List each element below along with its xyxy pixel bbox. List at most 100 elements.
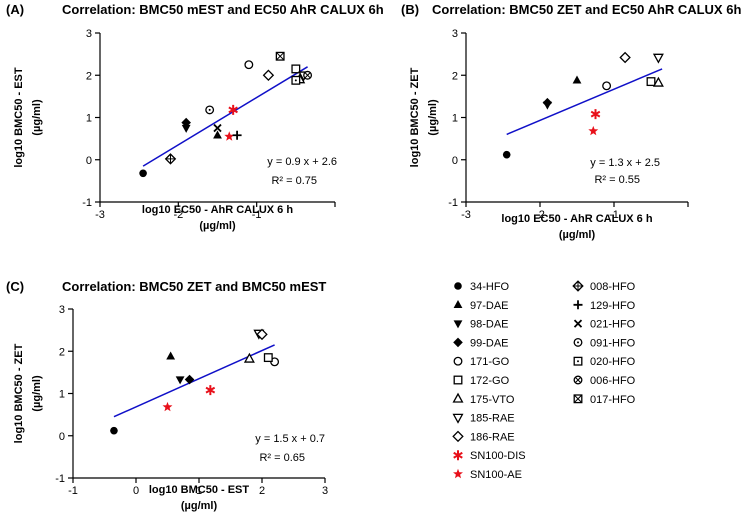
legend-label: 186-RAE [470,431,515,443]
legend-label: SN100-DIS [470,450,526,462]
legend-symbol [453,300,463,308]
y-axis-label: log10 BMC50 - EST [13,67,25,168]
regression-line [142,66,308,167]
data-point-091-hfo [205,105,215,115]
legend-label: 006-HFO [590,375,636,387]
y-axis-unit: (µg/ml) [31,375,43,412]
regression-equation: y = 0.9 x + 2.6 [267,156,337,168]
y-tick-label: 0 [452,155,458,167]
y-axis-label: log10 BMC50 - ZET [409,67,421,167]
legend-label: SN100-AE [470,469,522,481]
legend-symbol [453,375,463,385]
panel-label: (A) [6,2,24,17]
legend-label: 98-DAE [470,319,509,331]
chart-title: Correlation: BMC50 ZET and EC50 AhR CALU… [432,2,741,17]
data-point-186-rae [262,69,275,81]
y-tick-label: 1 [86,113,92,125]
legend-label: 34-HFO [470,281,510,293]
y-tick-label: 2 [59,346,65,358]
data-point-020-hfo [291,75,301,85]
legend-symbol [573,337,583,347]
legend-label: 171-GO [470,356,510,368]
legend-label: 185-RAE [470,413,515,425]
panel-b: (B) Correlation: BMC50 ZET and EC50 AhR C… [401,2,741,241]
data-point-sn100-dis [228,104,238,115]
data-point-008-hfo [164,153,177,165]
legend-symbol [572,280,584,292]
y-tick-label: 3 [86,28,92,40]
data-point-34-hfo [110,426,118,435]
data-point-021-hfo [213,123,222,133]
x-tick-label: 1 [196,485,202,497]
y-tick-label: -1 [55,473,65,485]
y-tick-label: 3 [59,304,65,316]
data-point-98-dae [181,124,191,133]
legend-symbol [452,392,464,403]
legend-label: 99-DAE [470,337,509,349]
legend-label: 017-HFO [590,394,636,406]
y-tick-label: 2 [86,70,92,82]
legend-label: 021-HFO [590,319,636,331]
data-point-185-rae [652,53,664,64]
data-point-97-dae [213,130,222,139]
x-tick-label: -2 [173,209,183,221]
data-point-172-go [263,353,273,363]
y-tick-label: 3 [452,28,458,40]
legend-symbol [573,356,583,366]
x-axis-unit: (µg/ml) [181,500,218,512]
data-point-171-go [602,81,612,91]
x-axis-label: log10 EC50 - AhR CALUX 6 h [501,213,652,225]
y-tick-label: -1 [448,197,458,209]
legend-symbol [573,375,583,385]
y-tick-label: 1 [452,113,458,125]
data-point-sn100-ae [588,125,599,136]
r-squared: R² = 0.75 [271,175,317,187]
x-axis-label: log10 BMC50 - EST [149,484,250,496]
legend-symbol [573,319,583,328]
panel-label: (B) [401,2,419,17]
panel-label: (C) [6,279,24,294]
x-tick-label: -2 [535,209,545,221]
y-tick-label: 1 [59,389,65,401]
x-tick-label: -1 [252,209,262,221]
r-squared: R² = 0.55 [594,174,640,186]
x-axis-unit: (µg/ml) [199,220,236,232]
data-point-sn100-dis [590,109,601,120]
legend-symbol [453,468,463,479]
legend-label: 091-HFO [590,337,636,349]
legend-symbol [453,356,463,366]
legend-label: 175-VTO [470,394,515,406]
data-point-sn100-ae [162,401,173,412]
data-point-99-dae [181,117,191,128]
legend-label: 172-GO [470,375,510,387]
legend-label: 129-HFO [590,300,636,312]
legend-symbol [573,394,583,404]
legend-symbol [453,337,463,348]
data-point-186-rae [619,51,631,64]
legend-symbol [454,282,462,290]
x-tick-label: 2 [259,485,265,497]
data-point-006-hfo [303,70,313,80]
data-point-172-go [646,77,656,87]
y-tick-label: 0 [59,431,65,443]
x-tick-label: 3 [322,485,328,497]
legend-symbol [453,450,463,461]
data-point-129-hfo [232,130,242,140]
data-point-97-dae [166,351,176,360]
regression-equation: y = 1.5 x + 0.7 [255,433,325,445]
y-tick-label: -1 [82,197,92,209]
legend-symbol [453,320,463,329]
data-point-171-go [244,60,254,70]
x-tick-label: -1 [68,485,78,497]
x-tick-label: -1 [609,209,619,221]
regression-equation: y = 1.3 x + 2.5 [590,157,660,169]
panel-a: (A) Correlation: BMC50 mEST and EC50 AhR … [6,2,384,232]
legend-symbol [452,413,464,424]
legend-label: 008-HFO [590,281,636,293]
x-axis-unit: (µg/ml) [559,229,596,241]
data-point-sn100-ae [224,131,235,141]
x-tick-label: 0 [133,485,139,497]
data-point-34-hfo [139,169,147,178]
chart-title: Correlation: BMC50 ZET and BMC50 mEST [62,279,326,294]
